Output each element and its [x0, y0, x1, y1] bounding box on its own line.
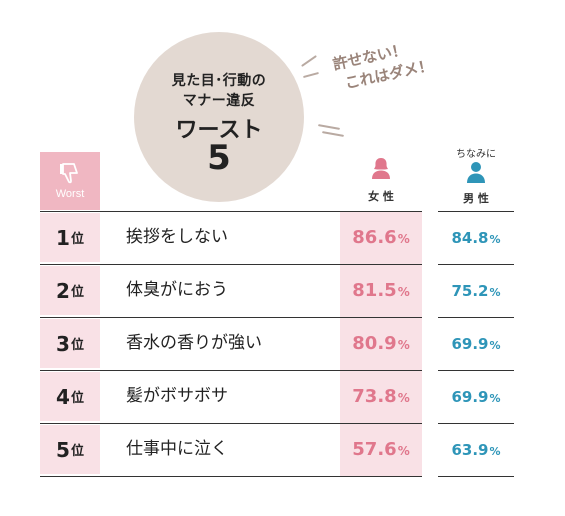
male-person-icon: [467, 162, 485, 183]
callout-text: 許せない！ これはダメ！: [331, 24, 486, 96]
rank-suffix: 位: [70, 232, 84, 247]
male-number: 84.8: [451, 229, 489, 247]
female-number: 81.5: [352, 280, 397, 301]
female-number: 80.9: [352, 333, 397, 354]
male-number: 75.2: [451, 282, 489, 300]
percent-sign: %: [489, 339, 501, 352]
percent-sign: %: [397, 391, 410, 405]
callout-dash: [317, 124, 341, 130]
rank-cell: [40, 319, 100, 368]
male-value: 75.2%: [438, 264, 514, 317]
male-value: 63.9%: [438, 423, 514, 476]
title-line-2: マナー違反: [182, 93, 256, 109]
rank-cell: [40, 266, 100, 315]
row-divider: [40, 423, 422, 424]
male-value: 69.9%: [438, 370, 514, 423]
row-divider: [40, 476, 422, 477]
worst-header: Worst: [40, 152, 100, 210]
row-divider: [438, 423, 514, 424]
percent-sign: %: [489, 392, 501, 405]
percent-sign: %: [489, 286, 501, 299]
female-number: 86.6: [352, 227, 397, 248]
thumbs-down-icon: [60, 163, 78, 184]
rank-suffix: 位: [70, 285, 84, 300]
male-note: ちなみに: [456, 149, 496, 160]
female-column-label: 女 性: [368, 190, 394, 203]
row-divider: [438, 370, 514, 371]
title-line-1: 見た目･行動の: [171, 73, 267, 89]
female-number: 57.6: [352, 439, 397, 460]
row-divider: [438, 476, 514, 477]
rank-number: 5: [56, 437, 70, 462]
male-number: 69.9: [451, 388, 489, 406]
male-column-label: 男 性: [463, 192, 489, 205]
male-value: 84.8%: [438, 211, 514, 264]
rank-number: 4: [56, 384, 70, 409]
rank-number: 1: [56, 225, 70, 250]
percent-sign: %: [397, 338, 410, 352]
percent-sign: %: [397, 232, 410, 246]
rank-number: 2: [56, 278, 70, 303]
worst-label: Worst: [55, 188, 85, 200]
female-value: 57.6%: [340, 423, 422, 476]
item-label: 髪がボサボサ: [126, 386, 228, 406]
item-label: 仕事中に泣く: [126, 439, 228, 459]
rank-suffix: 位: [70, 444, 84, 459]
percent-sign: %: [489, 445, 501, 458]
female-value: 80.9%: [340, 317, 422, 370]
row-divider: [438, 264, 514, 265]
item-label: 挨拶をしない: [126, 227, 228, 247]
male-number: 69.9: [451, 335, 489, 353]
male-number: 63.9: [451, 441, 489, 459]
row-divider: [438, 211, 514, 212]
callout-dash: [301, 55, 317, 67]
item-label: 体臭がにおう: [126, 280, 228, 300]
title-circle: 見た目･行動の マナー違反 ワースト 5: [134, 32, 304, 202]
female-person-icon: [372, 158, 390, 179]
row-divider: [438, 317, 514, 318]
female-value: 73.8%: [340, 370, 422, 423]
row-divider: [40, 211, 422, 212]
male-value: 69.9%: [438, 317, 514, 370]
item-label: 香水の香りが強い: [126, 333, 262, 353]
rank-suffix: 位: [70, 338, 84, 353]
row-divider: [40, 317, 422, 318]
rank-cell: [40, 372, 100, 421]
percent-sign: %: [397, 285, 410, 299]
female-value: 86.6%: [340, 211, 422, 264]
percent-sign: %: [489, 233, 501, 246]
rank-number: 3: [56, 331, 70, 356]
callout-dash: [303, 71, 319, 79]
female-value: 81.5%: [340, 264, 422, 317]
percent-sign: %: [397, 444, 410, 458]
rank-suffix: 位: [70, 391, 84, 406]
callout-dash: [321, 131, 345, 137]
title-number: 5: [207, 138, 231, 178]
female-column-background: [340, 212, 422, 476]
row-divider: [40, 264, 422, 265]
rank-cell: [40, 213, 100, 262]
title-line-3: ワースト: [175, 118, 263, 143]
female-number: 73.8: [352, 386, 397, 407]
row-divider: [40, 370, 422, 371]
rank-cell: [40, 425, 100, 474]
